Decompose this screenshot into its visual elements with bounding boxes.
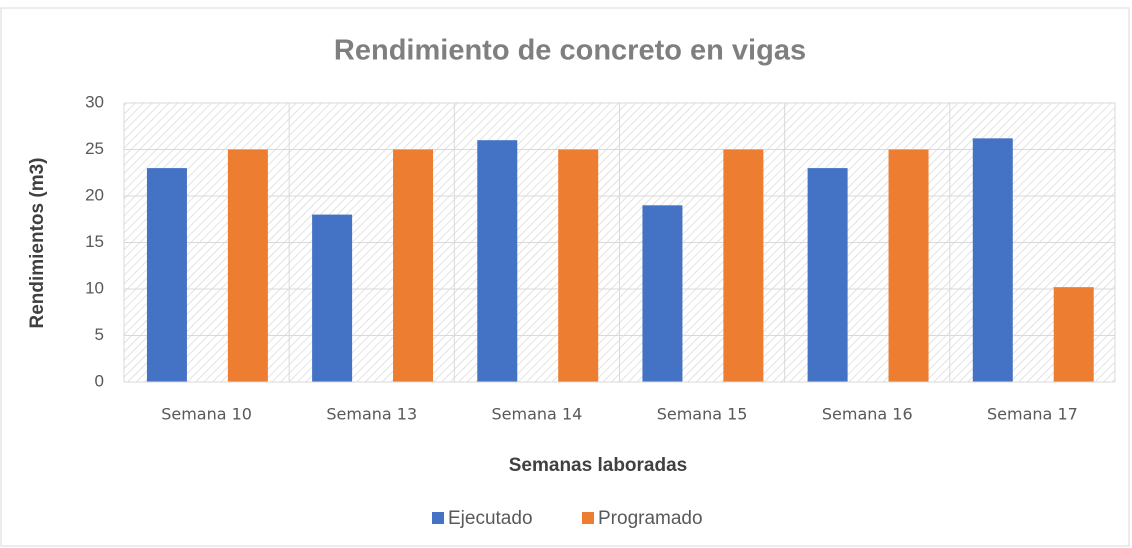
y-tick-label: 30 — [85, 92, 104, 111]
bar — [1053, 287, 1094, 382]
bar — [558, 149, 599, 382]
bar — [642, 205, 683, 382]
bar — [807, 168, 848, 382]
legend-swatch — [582, 512, 594, 524]
y-tick-label: 0 — [95, 371, 104, 390]
y-tick-label: 25 — [85, 139, 104, 158]
x-tick-label: Semana 14 — [492, 405, 583, 424]
y-tick-label: 10 — [85, 278, 104, 297]
bar — [477, 140, 518, 382]
x-tick-label: Semana 13 — [326, 405, 417, 424]
y-axis-title: Rendimientos (m3) — [27, 157, 48, 328]
chart-title: Rendimiento de concreto en vigas — [334, 35, 806, 67]
x-axis-title: Semanas laboradas — [509, 455, 687, 476]
bar — [888, 149, 929, 382]
x-tick-label: Semana 10 — [161, 405, 252, 424]
y-tick-label: 20 — [85, 185, 104, 204]
bar — [393, 149, 434, 382]
y-tick-label: 5 — [95, 325, 104, 344]
bar — [723, 149, 764, 382]
bar — [146, 168, 187, 382]
y-tick-label: 15 — [85, 232, 104, 251]
x-tick-label: Semana 16 — [822, 405, 913, 424]
bar — [227, 149, 268, 382]
x-tick-label: Semana 17 — [987, 405, 1078, 424]
x-tick-label: Semana 15 — [657, 405, 748, 424]
bar — [312, 214, 353, 382]
legend-label: Programado — [598, 508, 703, 529]
legend-swatch — [432, 512, 444, 524]
bar — [972, 138, 1013, 382]
legend-label: Ejecutado — [448, 508, 533, 529]
